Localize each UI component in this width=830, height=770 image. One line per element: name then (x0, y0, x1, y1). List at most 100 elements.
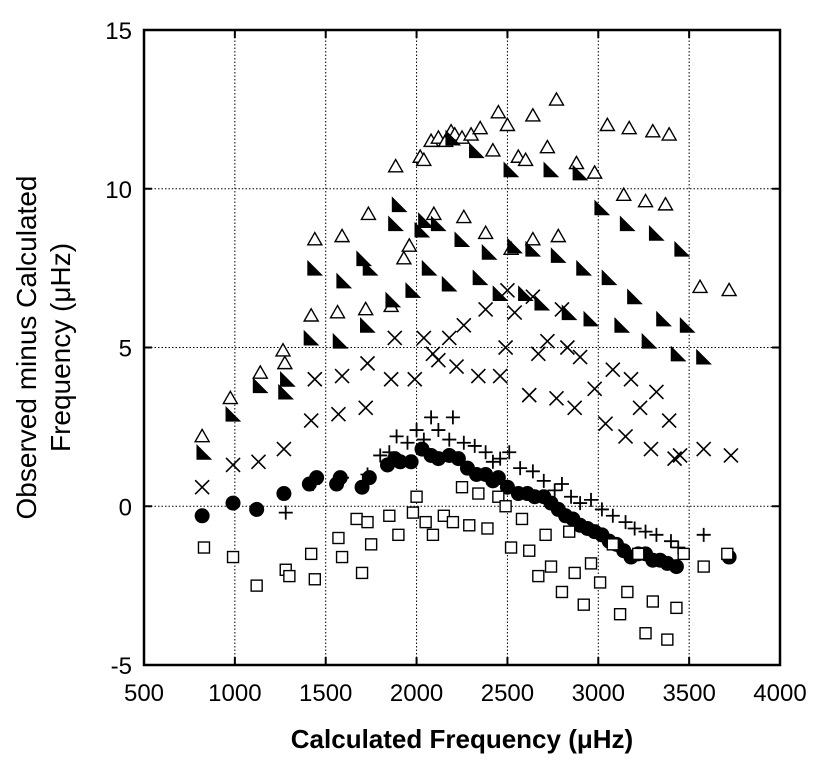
open-triangle-point (599, 116, 616, 132)
open-triangle-point (387, 158, 404, 173)
open-square-point (563, 525, 576, 538)
cross-point (441, 330, 457, 346)
open-triangle-point (484, 142, 502, 157)
filled-corner-triangle-point (385, 291, 402, 308)
filled-corner-triangle-point (576, 259, 592, 276)
filled-circle-point (361, 470, 377, 486)
open-triangle-point (222, 389, 239, 405)
filled-corner-triangle-point (614, 317, 631, 333)
open-square-point (515, 512, 529, 526)
plus-point (278, 505, 293, 520)
filled-corner-triangle-point (572, 164, 589, 181)
filled-corner-triangle-point (619, 215, 636, 232)
cross-point (623, 371, 639, 387)
filled-corner-triangle-point (391, 196, 408, 213)
x-tick-label: 3500 (662, 680, 715, 707)
filled-corner-triangle-point (641, 332, 658, 349)
filled-circle-point (450, 451, 466, 467)
filled-corner-triangle-point (679, 317, 696, 333)
filled-corner-triangle-point (656, 310, 672, 327)
open-square-point (419, 515, 432, 529)
cross-point (416, 330, 432, 346)
open-square-point (697, 560, 710, 573)
plus-point (584, 492, 599, 507)
filled-corner-triangle-point (583, 310, 600, 327)
plus-point (467, 438, 482, 453)
cross-point (648, 384, 664, 400)
cross-point (507, 305, 523, 321)
x-tick-label: 4000 (753, 680, 806, 707)
plus-point (696, 527, 711, 542)
filled-circle-point (490, 470, 506, 486)
cross-point (330, 406, 346, 422)
open-triangle-point (477, 224, 494, 240)
cross-point (530, 346, 546, 362)
open-square-point (446, 515, 460, 529)
open-square-point (283, 569, 296, 583)
open-square-point (335, 550, 349, 564)
cross-point (334, 368, 350, 384)
open-triangle-point (539, 139, 556, 154)
filled-corner-triangle-point (543, 161, 560, 178)
open-square-point (364, 538, 378, 551)
open-square-point (677, 547, 690, 561)
plus-point (536, 473, 551, 488)
plus-point (663, 534, 678, 549)
open-square-point (250, 579, 263, 592)
plus-point (554, 477, 569, 492)
open-square-point (639, 627, 652, 640)
open-square-point (410, 490, 423, 503)
filled-corner-triangle-point (469, 142, 485, 159)
open-square-point (670, 601, 683, 615)
y-axis-label-line-1: Observed minus Calculated (11, 176, 42, 520)
open-triangle-point (395, 250, 413, 265)
filled-corner-triangle-point (670, 345, 687, 362)
cross-point (548, 390, 565, 406)
filled-corner-triangle-point (550, 247, 567, 263)
cross-point (359, 355, 376, 371)
y-tick-label: 15 (105, 18, 132, 45)
filled-corner-triangle-point (492, 285, 509, 302)
open-square-point (383, 509, 396, 522)
open-square-point (523, 544, 536, 557)
filled-corner-triangle-point (280, 371, 296, 387)
filled-circle-point (194, 508, 210, 524)
open-square-point (584, 557, 598, 570)
open-square-point (463, 519, 476, 532)
filled-circle-point (332, 470, 348, 486)
cross-point (387, 330, 403, 346)
plus-point (445, 410, 460, 425)
open-square-point (532, 569, 545, 583)
open-triangle-point (490, 104, 507, 119)
filled-corner-triangle-point (225, 405, 242, 422)
filled-corner-triangle-point (627, 288, 643, 305)
open-triangle-point (548, 91, 565, 106)
open-square-point (568, 566, 581, 580)
open-square-point (481, 522, 494, 535)
open-triangle-point (524, 107, 542, 122)
grid-lines (144, 30, 780, 665)
cross-point (525, 289, 541, 305)
plot-frame (142, 28, 782, 667)
open-square-point (308, 573, 322, 586)
data-points (193, 91, 739, 646)
open-triangle-point (415, 151, 433, 167)
cross-point (492, 368, 508, 384)
open-square-point (646, 595, 659, 608)
x-axis-label: Calculated Frequency (μHz) (291, 724, 633, 754)
open-triangle-point (357, 300, 374, 316)
plus-point (409, 423, 424, 438)
cross-point (250, 454, 267, 470)
open-triangle-point (720, 281, 738, 297)
cross-point (667, 451, 683, 467)
filled-circle-point (668, 559, 684, 575)
open-triangle-point (276, 354, 294, 370)
open-square-point (472, 487, 485, 500)
open-triangle-point (660, 126, 678, 141)
filled-circle-point (403, 454, 419, 470)
filled-circle-point (309, 470, 325, 486)
open-triangle-point (615, 186, 632, 202)
plus-point (594, 502, 609, 517)
cross-point (632, 400, 648, 416)
